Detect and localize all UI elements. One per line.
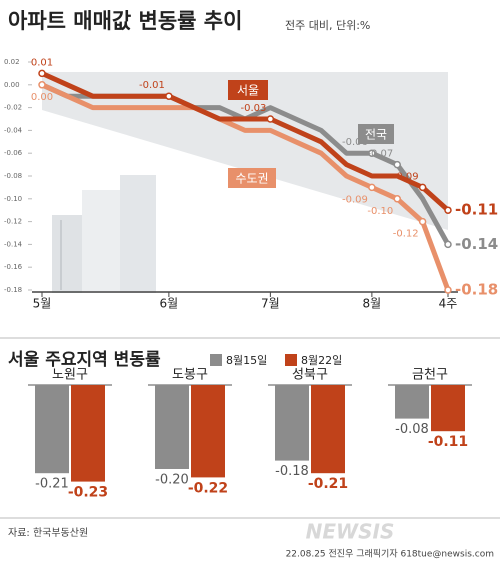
category-label: 성북구	[292, 368, 328, 383]
chart-title: 서울 주요지역 변동률	[8, 350, 161, 370]
y-tick-label: -0.18	[4, 286, 22, 294]
source: 자료: 한국부동산원	[8, 527, 88, 539]
value-label: 0.00	[31, 92, 53, 103]
y-tick-label: -0.12	[4, 218, 22, 226]
value-label: -0.21	[35, 477, 69, 492]
legend-label: 전국	[365, 128, 387, 142]
legend-label: 서울	[237, 84, 259, 98]
y-tick-label: -0.10	[4, 195, 22, 203]
value-label: -0.21	[308, 476, 348, 492]
legend-label: 수도권	[235, 172, 268, 186]
y-tick-label: 0.02	[4, 58, 20, 66]
value-label: -0.11	[455, 201, 498, 219]
value-label: -0.08	[395, 422, 429, 437]
point	[38, 69, 46, 78]
value-label: 0.01	[31, 57, 53, 68]
value-label: -0.09	[342, 194, 368, 205]
value-label: -0.06	[342, 137, 368, 148]
point	[444, 240, 452, 249]
value-label: -0.18	[275, 464, 309, 479]
y-tick-label: -0.04	[4, 126, 23, 134]
value-label: -0.20	[155, 473, 189, 488]
point	[418, 217, 427, 226]
point	[393, 195, 401, 203]
category-label: 노원구	[52, 368, 88, 383]
point	[368, 149, 376, 157]
category-label: 도봉구	[172, 368, 208, 383]
bar	[35, 385, 69, 474]
value-label: -0.07	[367, 149, 393, 160]
x-tick-label: 7월	[261, 297, 280, 311]
bar	[155, 385, 189, 469]
bar	[191, 385, 225, 478]
point	[38, 81, 46, 89]
chart-subtitle: 전주 대비, 단위:%	[285, 19, 370, 32]
value-label: -0.09	[393, 171, 419, 182]
watermark: NEWSIS	[306, 520, 395, 544]
shade	[42, 72, 448, 230]
point	[165, 92, 173, 100]
legend-box	[228, 168, 276, 188]
x-tick-label: 4주	[439, 297, 458, 311]
legend-box	[358, 124, 394, 144]
value-label: -0.10	[367, 206, 393, 217]
legend-label: 8월22일	[301, 353, 342, 367]
legend-swatch	[210, 354, 222, 366]
y-tick-label: -0.08	[4, 172, 22, 180]
value-label: -0.22	[188, 480, 228, 496]
value-label: -0.12	[393, 229, 419, 240]
point	[444, 286, 452, 294]
legend-label: 8월15일	[226, 353, 267, 367]
x-tick-label: 8월	[363, 297, 382, 311]
point	[266, 115, 275, 123]
value-label: -0.03	[241, 103, 267, 114]
legend-box	[228, 80, 268, 100]
line-series	[40, 71, 450, 213]
value-label: -0.14	[455, 235, 498, 253]
y-tick-label: 0.00	[4, 81, 20, 89]
legend-swatch	[285, 354, 297, 366]
value-label: -0.01	[139, 80, 165, 91]
bar	[395, 385, 429, 419]
line-series	[40, 82, 451, 291]
credit: 22.08.25 전진우 그래픽기자 618tue@newsis.com	[286, 549, 494, 560]
buildings	[52, 175, 156, 293]
chart-title: 아파트 매매값 변동률 추이	[8, 9, 242, 33]
point	[444, 206, 452, 214]
x-tick-label: 5월	[33, 297, 52, 311]
y-tick-label: -0.02	[4, 104, 22, 112]
bar	[71, 385, 105, 482]
y-tick-label: -0.14	[4, 240, 23, 248]
point	[393, 160, 401, 169]
bar	[431, 385, 465, 432]
x-tick-label: 6월	[160, 297, 179, 311]
y-tick-label: -0.06	[4, 149, 23, 157]
value-label: -0.23	[68, 485, 108, 501]
y-tick-label: -0.16	[4, 263, 23, 271]
category-label: 금천구	[412, 368, 448, 383]
point	[368, 183, 376, 192]
value-label: -0.11	[428, 434, 468, 450]
point	[418, 183, 427, 192]
bar	[275, 385, 309, 461]
bar	[311, 385, 345, 474]
value-label: -0.18	[455, 281, 498, 299]
